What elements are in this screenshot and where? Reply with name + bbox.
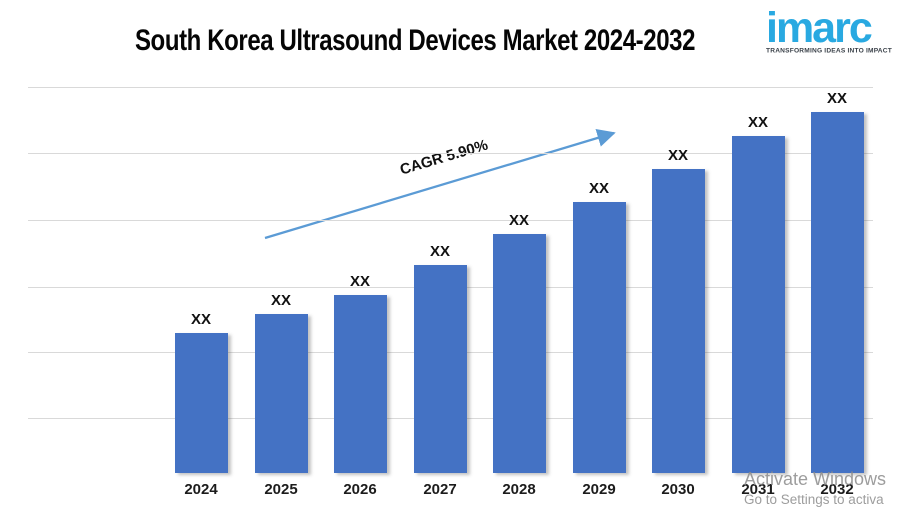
x-axis-label-2025: 2025 [264,481,298,498]
bar-2024 [174,333,228,473]
x-axis-label-2028: 2028 [502,481,536,498]
bar-2025 [254,314,308,473]
x-axis-label-2026: 2026 [343,481,377,498]
gridline [28,87,873,88]
bar-2032 [810,112,864,473]
cagr-annotation: CAGR 5.90% [398,136,490,179]
watermark-line1: Activate Windows [744,469,887,489]
bar-2027 [413,265,467,473]
x-axis-label-2032: 2032 [820,481,854,498]
bar-value-label-2031: XX [747,114,768,131]
bar-2028 [492,234,546,473]
bar-2026 [333,295,387,473]
page-title: South Korea Ultrasound Devices Market 20… [134,24,696,57]
bar-2031 [731,136,785,473]
watermark-line2: Go to Settings to activa [744,492,884,507]
x-axis-label-2030: 2030 [661,481,695,498]
bar-2029 [572,202,626,473]
bar-value-label-2028: XX [508,212,529,229]
bar-value-label-2030: XX [667,147,688,164]
x-axis-label-2027: 2027 [423,481,457,498]
x-axis-label-2024: 2024 [184,481,218,498]
imarc-logo-wordmark: imarc [766,4,873,52]
gridline [28,153,873,154]
bar-2030 [651,169,705,473]
bar-value-label-2026: XX [349,273,370,290]
imarc-logo: imarc TRANSFORMING IDEAS INTO IMPACT [766,4,892,58]
imarc-logo-tagline: TRANSFORMING IDEAS INTO IMPACT [766,47,892,55]
bar-value-label-2032: XX [826,90,847,107]
bar-value-label-2029: XX [588,180,609,197]
gridline [28,220,873,221]
bar-value-label-2027: XX [429,243,450,260]
x-axis-label-2031: 2031 [741,481,775,498]
bar-value-label-2025: XX [270,292,291,309]
bar-value-label-2024: XX [190,311,211,328]
x-axis-label-2029: 2029 [582,481,616,498]
activate-windows-watermark: Activate Windows Go to Settings to activ… [744,469,886,508]
